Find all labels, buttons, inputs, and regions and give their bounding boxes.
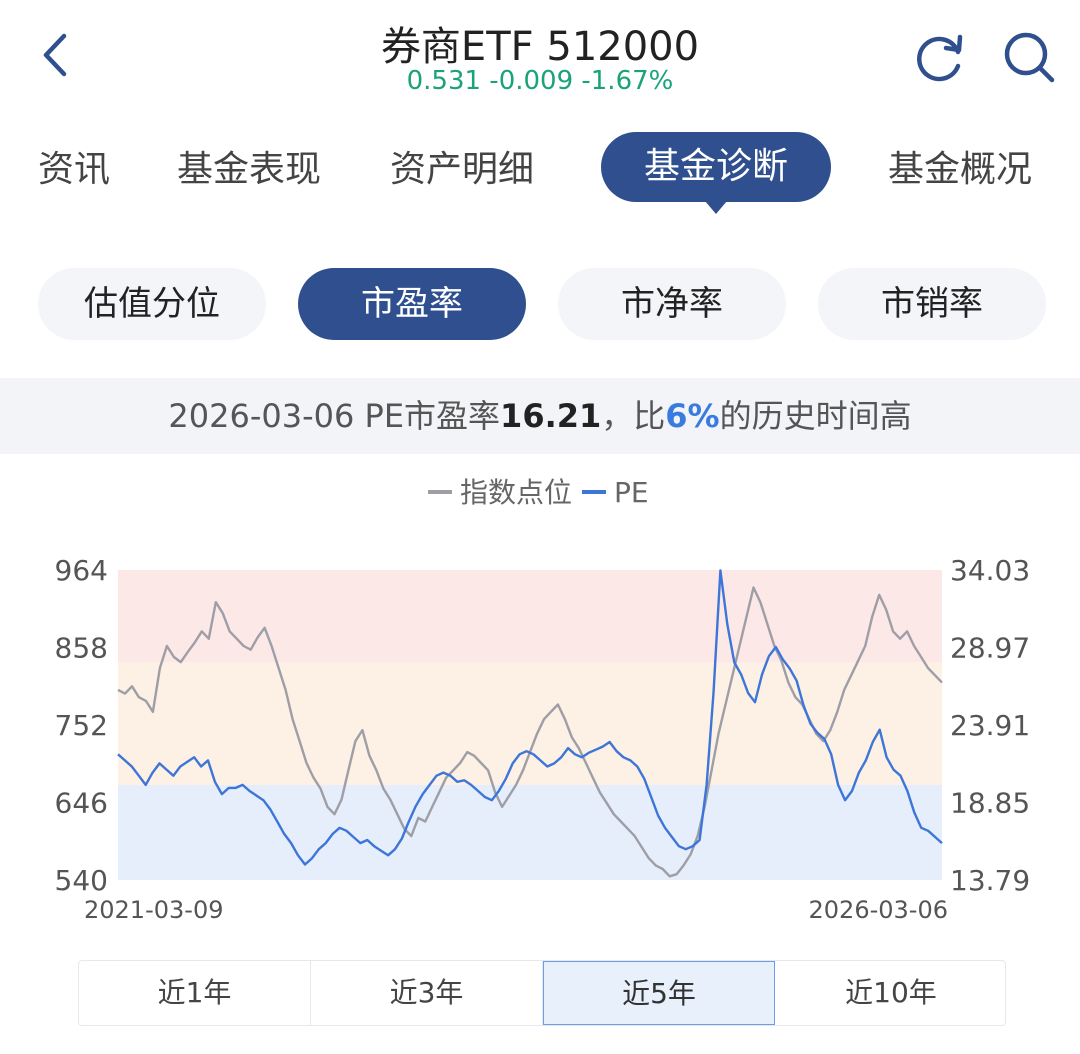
zone-band — [118, 662, 942, 785]
search-icon[interactable] — [998, 26, 1060, 88]
refresh-icon[interactable] — [910, 28, 970, 88]
x-start-label: 2021-03-09 — [84, 896, 223, 924]
y-left-tick: 540 — [55, 864, 108, 897]
range-5y[interactable]: 近5年 — [543, 961, 775, 1025]
tab-asset-details[interactable]: 资产明细 — [390, 149, 535, 190]
header: 券商ETF 512000 0.531 -0.009 -1.67% — [0, 0, 1080, 110]
y-left-tick: 964 — [55, 554, 108, 587]
subtab-valuation-percentile[interactable]: 估值分位 — [38, 268, 266, 340]
range-3y[interactable]: 近3年 — [311, 961, 543, 1025]
range-tab-bar: 近1年 近3年 近5年 近10年 — [78, 960, 1006, 1026]
y-left-tick: 858 — [55, 632, 108, 665]
subtab-pe[interactable]: 市盈率 — [298, 268, 526, 340]
subtab-ps[interactable]: 市销率 — [818, 268, 1046, 340]
y-right-tick: 18.85 — [950, 787, 1030, 820]
back-icon[interactable] — [30, 28, 84, 82]
chart-svg: 指数点位 PE 964 858 752 646 540 34.03 28.97 23.91 1… — [55, 476, 1031, 924]
summary-tail: 的历史时间高 — [719, 397, 912, 435]
y-right-tick: 28.97 — [950, 632, 1030, 665]
pe-chart[interactable]: 指数点位 PE 964 858 752 646 540 34.03 28.97 23.91 1… — [0, 466, 1080, 936]
sub-tab-bar: 估值分位 市盈率 市净率 市销率 — [0, 268, 1080, 342]
main-tab-bar: 资讯 基金表现 资产明细 基金诊断 基金概况 — [0, 132, 1080, 214]
summary-percent: 6% — [665, 397, 720, 435]
zone-band — [118, 570, 942, 663]
y-right-tick: 34.03 — [950, 554, 1030, 587]
y-left-tick: 752 — [55, 709, 108, 742]
range-10y[interactable]: 近10年 — [845, 976, 937, 1009]
tab-fund-overview[interactable]: 基金概况 — [888, 149, 1033, 190]
tab-fund-diagnosis[interactable]: 基金诊断 — [601, 132, 831, 214]
summary-date: 2026-03-06 — [168, 397, 355, 435]
summary-value: 16.21 — [500, 397, 602, 435]
summary-sep: ，比 — [601, 397, 666, 435]
y-right-tick: 23.91 — [950, 709, 1030, 742]
y-left-tick: 646 — [55, 787, 108, 820]
legend-pe-label: PE — [614, 476, 649, 509]
legend-index-label: 指数点位 — [460, 476, 572, 509]
range-1y[interactable]: 近1年 — [79, 961, 311, 1025]
page-title: 券商ETF 512000 — [380, 24, 700, 70]
summary-metric: PE市盈率 — [364, 397, 501, 435]
tab-news[interactable]: 资讯 — [38, 149, 111, 190]
zone-band — [118, 784, 942, 880]
y-right-tick: 13.79 — [950, 864, 1030, 897]
subtab-pb[interactable]: 市净率 — [558, 268, 786, 340]
series-pe-line — [117, 569, 943, 866]
price-quote: 0.531 -0.009 -1.67% — [406, 66, 674, 96]
pe-summary: 2026-03-06 PE市盈率16.21，比6%的历史时间高 — [0, 378, 1080, 454]
x-end-label: 2026-03-06 — [809, 896, 948, 924]
tab-fund-performance[interactable]: 基金表现 — [177, 149, 322, 190]
